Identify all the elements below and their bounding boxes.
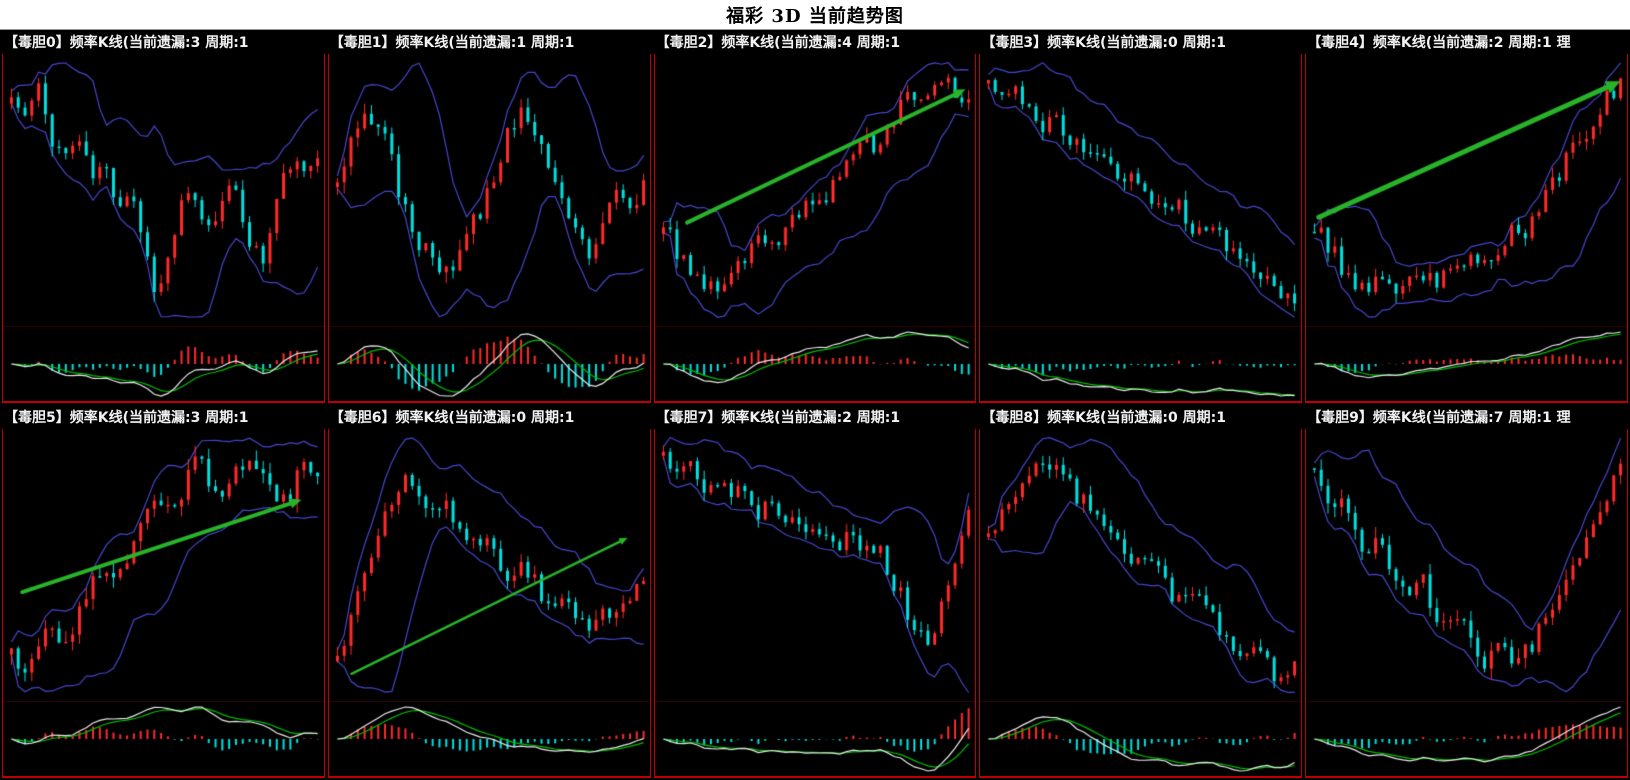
chart-frame [653, 429, 977, 778]
macd-indicator-chart[interactable] [1306, 702, 1627, 776]
panel-header: 【毒胆8】频率K线(当前遗漏:0 周期:1 [981, 410, 1226, 426]
chart-frame [653, 54, 977, 403]
panel-header: 【毒胆3】频率K线(当前遗漏:0 周期:1 [981, 35, 1226, 51]
macd-indicator-chart[interactable] [3, 702, 324, 776]
chart-divider [328, 326, 650, 327]
kline-bollinger-chart[interactable] [328, 429, 650, 701]
trend-panel-5[interactable]: 【毒胆5】频率K线(当前遗漏:3 周期:1 [2, 407, 325, 778]
panel-header: 【毒胆5】频率K线(当前遗漏:3 周期:1 [4, 410, 249, 426]
macd-indicator-chart[interactable] [3, 327, 324, 401]
kline-bollinger-chart[interactable] [1306, 54, 1627, 326]
trend-panel-4[interactable]: 【毒胆4】频率K线(当前遗漏:2 周期:1 理 [1305, 32, 1628, 403]
trend-panel-2[interactable]: 【毒胆2】频率K线(当前遗漏:4 周期:1 [653, 32, 977, 403]
trend-panel-8[interactable]: 【毒胆8】频率K线(当前遗漏:0 周期:1 [979, 407, 1303, 778]
panel-header: 【毒胆6】频率K线(当前遗漏:0 周期:1 [329, 410, 575, 426]
chart-frame [327, 54, 651, 403]
macd-indicator-chart[interactable] [654, 327, 976, 401]
chart-divider [3, 701, 324, 702]
panel-header: 【毒胆9】频率K线(当前遗漏:7 周期:1 理 [1307, 410, 1571, 426]
chart-divider [1306, 326, 1627, 327]
chart-divider [1306, 701, 1627, 702]
chart-frame [2, 429, 325, 778]
chart-divider [654, 701, 976, 702]
kline-bollinger-chart[interactable] [980, 429, 1302, 701]
kline-bollinger-chart[interactable] [980, 54, 1302, 326]
trend-panel-9[interactable]: 【毒胆9】频率K线(当前遗漏:7 周期:1 理 [1305, 407, 1628, 778]
panel-header: 【毒胆1】频率K线(当前遗漏:1 周期:1 [329, 35, 575, 51]
kline-bollinger-chart[interactable] [3, 54, 324, 326]
panel-header: 【毒胆2】频率K线(当前遗漏:4 周期:1 [655, 35, 901, 51]
chart-frame [327, 429, 651, 778]
page-title: 福彩 3D 当前趋势图 [726, 5, 904, 27]
chart-divider [980, 326, 1302, 327]
chart-frame [2, 54, 325, 403]
chart-divider [980, 701, 1302, 702]
chart-frame [1305, 429, 1628, 778]
trend-panel-6[interactable]: 【毒胆6】频率K线(当前遗漏:0 周期:1 [327, 407, 651, 778]
kline-bollinger-chart[interactable] [328, 54, 650, 326]
panels-grid: 【毒胆0】频率K线(当前遗漏:3 周期:1 【毒胆1】频率K线(当前遗漏:1 周期… [0, 30, 1630, 780]
trend-panel-3[interactable]: 【毒胆3】频率K线(当前遗漏:0 周期:1 [979, 32, 1303, 403]
macd-indicator-chart[interactable] [328, 327, 650, 401]
macd-indicator-chart[interactable] [654, 702, 976, 776]
chart-frame [979, 429, 1303, 778]
chart-divider [654, 326, 976, 327]
kline-bollinger-chart[interactable] [3, 429, 324, 701]
trend-panel-7[interactable]: 【毒胆7】频率K线(当前遗漏:2 周期:1 [653, 407, 977, 778]
chart-frame [1305, 54, 1628, 403]
panel-header: 【毒胆0】频率K线(当前遗漏:3 周期:1 [4, 35, 249, 51]
trend-panel-0[interactable]: 【毒胆0】频率K线(当前遗漏:3 周期:1 [2, 32, 325, 403]
kline-bollinger-chart[interactable] [1306, 429, 1627, 701]
kline-bollinger-chart[interactable] [654, 54, 976, 326]
panel-header: 【毒胆7】频率K线(当前遗漏:2 周期:1 [655, 410, 901, 426]
macd-indicator-chart[interactable] [1306, 327, 1627, 401]
panel-header: 【毒胆4】频率K线(当前遗漏:2 周期:1 理 [1307, 35, 1571, 51]
chart-frame [979, 54, 1303, 403]
macd-indicator-chart[interactable] [328, 702, 650, 776]
macd-indicator-chart[interactable] [980, 327, 1302, 401]
trend-panel-1[interactable]: 【毒胆1】频率K线(当前遗漏:1 周期:1 [327, 32, 651, 403]
title-bar: 福彩 3D 当前趋势图 [0, 0, 1630, 30]
chart-divider [328, 701, 650, 702]
chart-divider [3, 326, 324, 327]
macd-indicator-chart[interactable] [980, 702, 1302, 776]
kline-bollinger-chart[interactable] [654, 429, 976, 701]
